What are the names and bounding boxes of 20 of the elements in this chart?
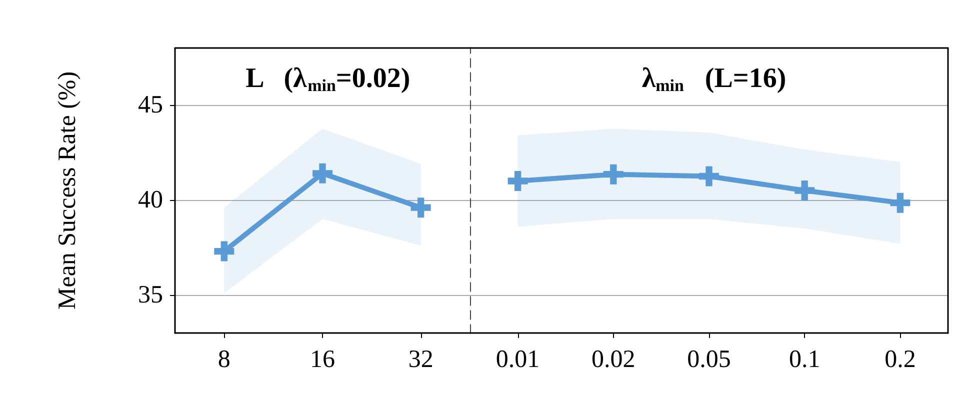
- x-tick-label: 0.01: [496, 346, 540, 373]
- point: [508, 171, 528, 191]
- x-tick-label: 16: [310, 346, 335, 373]
- y-tick-label: 45: [138, 92, 163, 118]
- point: [794, 180, 815, 200]
- point: [890, 192, 910, 213]
- point: [699, 166, 719, 186]
- x-tick-label: 0.05: [687, 346, 731, 373]
- y-tick-label: 35: [138, 282, 163, 308]
- y-axis-title: Mean Success Rate (%): [54, 71, 81, 310]
- x-tick-label: 0.02: [592, 346, 636, 373]
- point: [603, 164, 624, 184]
- x-tick-label: 0.2: [884, 346, 916, 373]
- x-tick-label: 8: [218, 346, 230, 373]
- x-tick-label: 0.1: [788, 346, 820, 373]
- y-tick-label: 40: [138, 186, 163, 214]
- point: [312, 163, 332, 184]
- point: [410, 198, 431, 218]
- point: [214, 241, 234, 262]
- x-tick-label: 32: [408, 346, 434, 373]
